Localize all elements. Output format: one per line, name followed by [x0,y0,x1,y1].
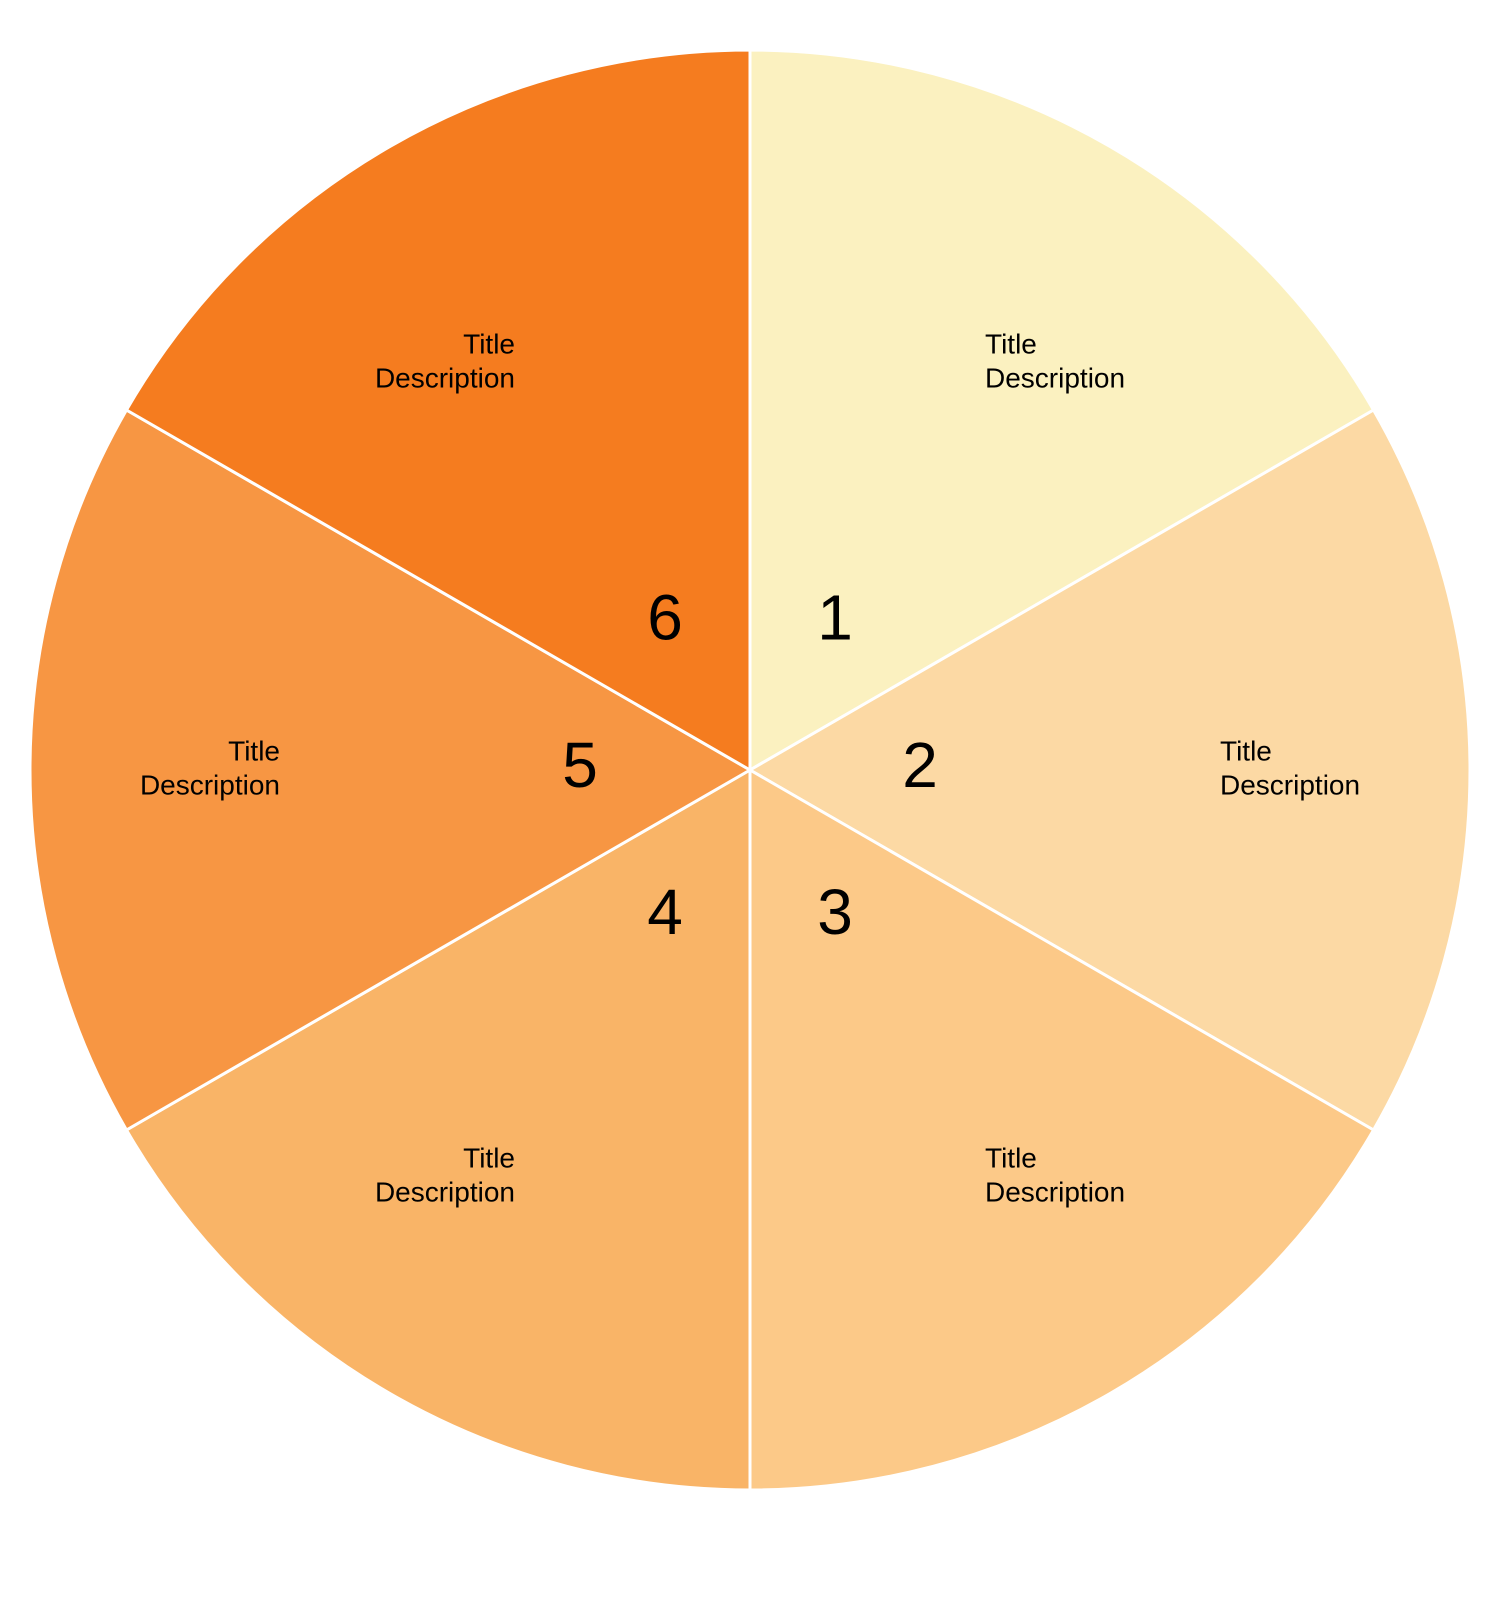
segment-title-5: Title [228,735,280,766]
segment-description-2: Description [1220,769,1360,800]
segment-number-2: 2 [902,729,938,801]
segment-description-5: Description [140,769,280,800]
segment-description-3: Description [985,1176,1125,1207]
segment-number-1: 1 [817,582,853,654]
segment-title-4: Title [463,1142,515,1173]
segment-number-4: 4 [647,876,683,948]
segment-description-4: Description [375,1176,515,1207]
segment-description-1: Description [985,362,1125,393]
segment-number-6: 6 [647,582,683,654]
pie-infographic: 1TitleDescription2TitleDescription3Title… [0,0,1500,1600]
segment-title-3: Title [985,1142,1037,1173]
segment-title-2: Title [1220,735,1272,766]
segment-number-5: 5 [562,729,598,801]
segment-number-3: 3 [817,876,853,948]
pie-chart-svg: 1TitleDescription2TitleDescription3Title… [0,0,1500,1600]
segment-title-6: Title [463,328,515,359]
segment-description-6: Description [375,362,515,393]
segment-title-1: Title [985,328,1037,359]
